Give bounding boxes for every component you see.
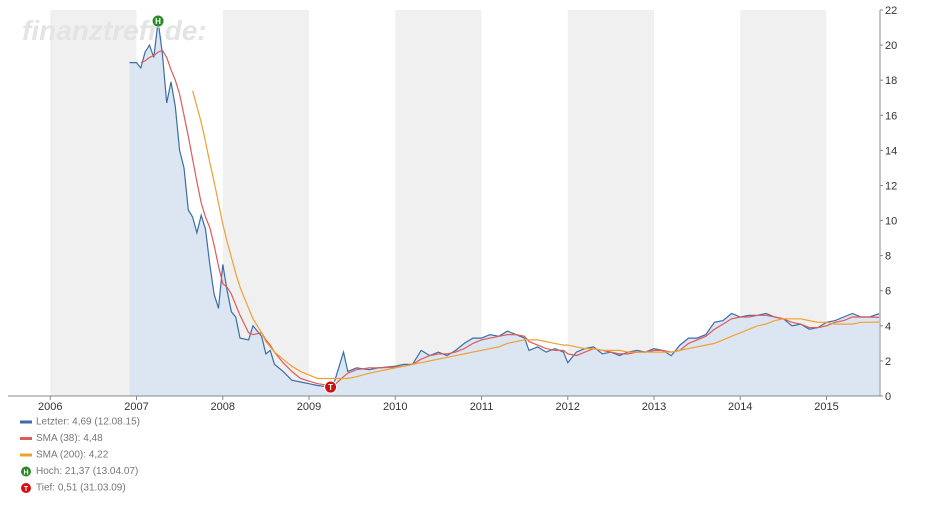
legend-icon-letter: T: [24, 486, 29, 493]
x-tick-label: 2008: [211, 401, 235, 413]
y-tick-label: 18: [885, 75, 897, 87]
year-band: [567, 10, 655, 396]
x-tick-label: 2010: [383, 401, 407, 413]
legend-label: SMA (200): 4,22: [36, 450, 109, 461]
legend-icon: [21, 466, 31, 477]
legend-icon-letter: H: [23, 470, 28, 477]
y-tick-label: 20: [885, 40, 897, 52]
y-tick-label: 0: [885, 391, 891, 403]
y-tick-label: 10: [885, 216, 897, 228]
y-tick-label: 16: [885, 110, 897, 122]
marker-letter: H: [155, 17, 161, 26]
legend-label: Tief: 0,51 (31.03.09): [36, 483, 126, 494]
watermark: finanztreff.de:: [22, 15, 207, 46]
x-tick-label: 2007: [124, 401, 148, 413]
legend-label: SMA (38): 4,48: [36, 433, 103, 444]
y-tick-label: 12: [885, 180, 897, 192]
legend-label: Letzter: 4,69 (12.08.15): [36, 417, 140, 428]
legend-label: Hoch: 21,37 (13.04.07): [36, 466, 138, 477]
x-tick-label: 2015: [814, 401, 838, 413]
y-tick-label: 22: [885, 5, 897, 17]
x-tick-label: 2013: [642, 401, 666, 413]
marker-letter: T: [328, 383, 333, 392]
area: [129, 21, 880, 396]
x-tick-label: 2009: [297, 401, 321, 413]
x-tick-label: 2006: [38, 401, 62, 413]
x-tick-label: 2012: [556, 401, 580, 413]
marker-icon: [151, 14, 165, 28]
year-band: [395, 10, 482, 396]
x-tick-label: 2014: [728, 401, 752, 413]
y-tick-label: 2: [885, 356, 891, 368]
x-tick-label: 2011: [470, 401, 494, 413]
marker-icon: [324, 380, 338, 394]
y-tick-label: 6: [885, 286, 891, 298]
y-tick-label: 14: [885, 145, 897, 157]
series-line: [192, 90, 880, 380]
legend-icon: [21, 483, 31, 493]
year-band: [50, 10, 137, 396]
series-line: [140, 49, 880, 387]
y-tick-label: 4: [885, 321, 891, 333]
y-tick-label: 8: [885, 251, 891, 263]
